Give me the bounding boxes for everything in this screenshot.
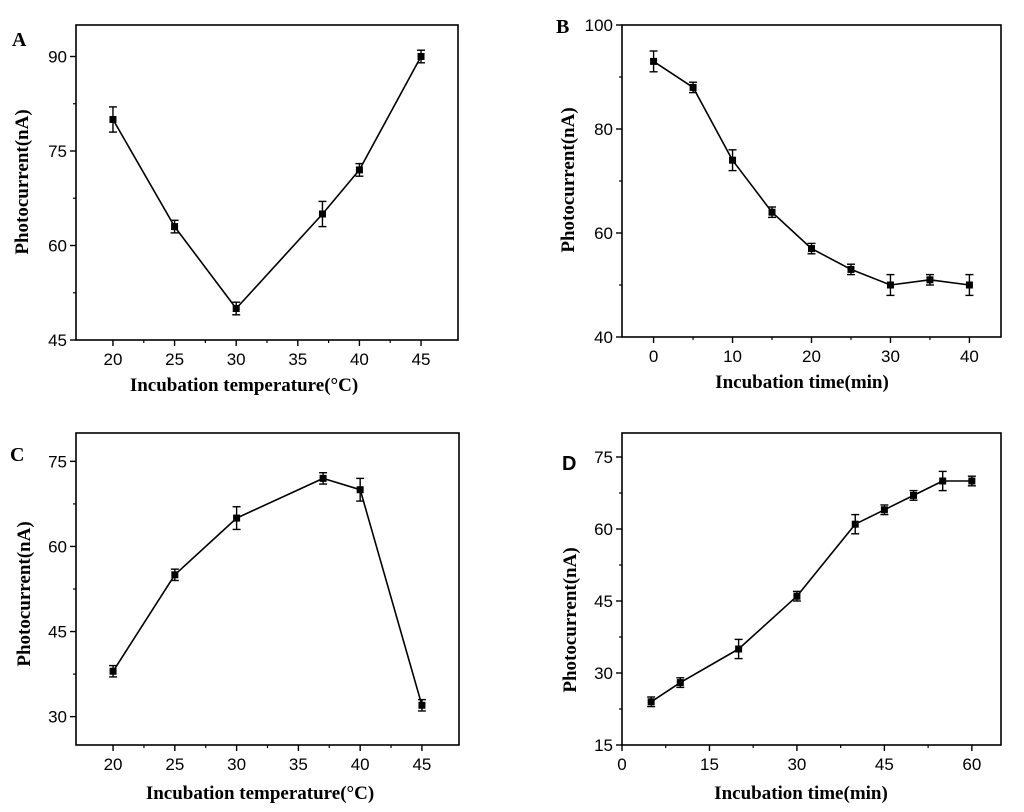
panel-a-x-tick-label: 40 xyxy=(350,350,369,369)
panel-c-data-point xyxy=(319,474,327,482)
panel-a-x-tick-label: 25 xyxy=(165,350,184,369)
panel-d-y-tick-label: 45 xyxy=(594,592,613,611)
panel-a-x-tick-label: 30 xyxy=(227,350,246,369)
panel-d-data-point xyxy=(880,506,888,514)
panel-a-plot-frame xyxy=(75,24,459,341)
panel-c-series-line xyxy=(112,477,423,706)
panel-b: B Photocurrent(nA) Incubation time(min) … xyxy=(556,16,1002,393)
panel-a-y-tick-label: 60 xyxy=(48,237,67,256)
panel-a-y-axis-title: Photocurrent(nA) xyxy=(12,109,33,254)
panel-b-data-point xyxy=(768,208,776,216)
panel-d-data-point xyxy=(910,491,918,499)
panel-d-data-point xyxy=(793,592,801,600)
panel-a-y-tick-label: 45 xyxy=(48,331,67,350)
panel-c-data-point xyxy=(109,667,117,675)
panel-d-letter: D xyxy=(562,453,576,475)
panel-c-y-tick-label: 60 xyxy=(48,537,67,556)
panel-a-letter: A xyxy=(12,29,27,51)
panel-d: D Photocurrent(nA) Incubation time(min) … xyxy=(560,432,1002,804)
panel-b-data-point xyxy=(689,83,697,91)
panel-c-x-tick-label: 20 xyxy=(104,755,123,774)
panel-a-data-point xyxy=(232,305,240,312)
panel-a-x-axis-title: Incubation temperature(°C) xyxy=(130,375,358,396)
panel-a-x-tick-label: 20 xyxy=(104,350,123,369)
panel-b-y-tick-label: 80 xyxy=(594,120,613,139)
panel-a-data-point xyxy=(355,166,363,174)
panel-a-data-point xyxy=(318,210,326,218)
panel-d-y-tick-label: 60 xyxy=(594,520,613,539)
panel-b-x-axis-title: Incubation time(min) xyxy=(715,372,889,393)
panel-c-y-tick-label: 45 xyxy=(48,623,67,642)
panel-d-data-point xyxy=(676,679,684,687)
panel-b-y-tick-label: 40 xyxy=(594,328,613,347)
panel-d-data-point xyxy=(851,520,859,528)
panel-b-data-point xyxy=(729,156,737,164)
panel-c-data-point xyxy=(171,571,179,579)
panel-a: A Photocurrent(nA) Incubation temperatur… xyxy=(12,24,459,396)
panel-b-data-point xyxy=(847,265,855,273)
panel-b-plot-frame xyxy=(621,24,1002,338)
panel-d-y-tick-label: 15 xyxy=(594,736,613,755)
panel-c-plot-frame xyxy=(75,432,460,746)
panel-c-y-axis-title: Photocurrent(nA) xyxy=(14,521,35,666)
panel-a-y-tick-label: 75 xyxy=(48,142,67,161)
panel-a-x-tick-label: 35 xyxy=(288,350,307,369)
panel-c-y-tick-label: 30 xyxy=(48,708,67,727)
panel-a-y-tick-label: 90 xyxy=(48,48,67,67)
panel-d-x-tick-label: 15 xyxy=(700,755,719,774)
panel-b-y-tick-label: 100 xyxy=(585,16,613,35)
panel-d-y-tick-label: 75 xyxy=(594,448,613,467)
panel-b-data-point xyxy=(650,57,658,65)
panel-d-x-tick-label: 45 xyxy=(875,755,894,774)
panel-c-x-tick-label: 25 xyxy=(165,755,184,774)
panel-d-data-point xyxy=(968,477,976,485)
panel-b-y-tick-label: 60 xyxy=(594,224,613,243)
panel-d-series-line xyxy=(650,480,972,703)
panel-a-data-point xyxy=(417,53,425,60)
panel-c-y-tick-label: 75 xyxy=(48,452,67,471)
panel-b-data-point xyxy=(886,281,894,289)
panel-c-data-point xyxy=(418,701,426,709)
panel-d-x-tick-label: 60 xyxy=(962,755,981,774)
panel-a-data-point xyxy=(109,116,117,123)
panel-a-data-point xyxy=(171,223,179,231)
panel-d-plot-frame xyxy=(621,432,1002,746)
panel-c-x-tick-label: 35 xyxy=(289,755,308,774)
panel-d-y-axis-title: Photocurrent(nA) xyxy=(560,547,581,692)
panel-d-y-tick-label: 30 xyxy=(594,664,613,683)
panel-d-x-tick-label: 0 xyxy=(617,755,626,774)
panel-b-y-axis-title: Photocurrent(nA) xyxy=(558,107,579,252)
panel-b-x-tick-label: 0 xyxy=(649,347,658,366)
panel-b-letter: B xyxy=(556,16,569,38)
panel-d-x-axis-title: Incubation time(min) xyxy=(714,783,888,804)
panel-c-x-axis-title: Incubation temperature(°C) xyxy=(146,783,374,804)
panel-b-x-tick-label: 20 xyxy=(802,347,821,366)
panel-d-x-tick-label: 30 xyxy=(787,755,806,774)
panel-c-x-tick-label: 45 xyxy=(412,755,431,774)
panel-b-data-point xyxy=(926,276,934,284)
panel-c: C Photocurrent(nA) Incubation temperatur… xyxy=(10,432,460,804)
panel-d-data-point xyxy=(939,477,947,485)
panel-a-x-tick-label: 45 xyxy=(412,350,431,369)
panel-b-x-tick-label: 10 xyxy=(723,347,742,366)
panel-c-data-point xyxy=(233,514,241,522)
panel-a-series-line xyxy=(112,56,422,310)
panel-c-x-tick-label: 30 xyxy=(227,755,246,774)
panel-c-letter: C xyxy=(10,444,24,466)
panel-b-data-point xyxy=(965,281,973,289)
panel-c-data-point xyxy=(356,486,364,494)
panel-b-x-tick-label: 40 xyxy=(960,347,979,366)
panel-d-data-point xyxy=(647,698,655,706)
panel-b-data-point xyxy=(808,245,815,253)
panel-c-x-tick-label: 40 xyxy=(351,755,370,774)
panel-b-x-tick-label: 30 xyxy=(881,347,900,366)
panel-d-data-point xyxy=(735,645,743,653)
